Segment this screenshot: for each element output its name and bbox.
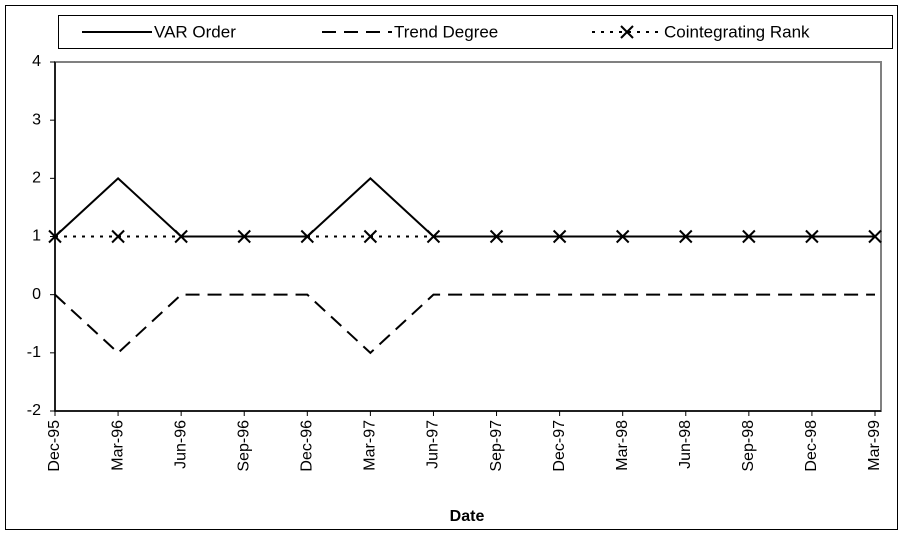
series-line [54, 293, 875, 355]
x-tick-label: Dec-96 [299, 420, 316, 472]
x-tick-label: Sep-96 [235, 420, 252, 472]
y-tick-label: 0 [32, 286, 41, 303]
point-marker [679, 229, 693, 244]
x-tick-label: Mar-96 [109, 420, 126, 471]
point-marker [174, 229, 188, 244]
x-tick-label: Dec-98 [803, 420, 820, 472]
y-tick-label: 2 [32, 170, 41, 187]
point-marker [552, 229, 567, 244]
point-marker [742, 229, 756, 244]
legend-label: Cointegrating Rank [664, 22, 810, 41]
x-tick-label: Jun-98 [677, 420, 694, 469]
point-marker [363, 229, 378, 244]
point-marker [489, 229, 504, 244]
legend-marker [620, 25, 634, 39]
y-tick-label: -2 [27, 402, 41, 419]
x-tick-label: Jun-96 [172, 420, 189, 469]
point-marker [111, 229, 125, 244]
point-marker [426, 229, 441, 244]
x-tick-label: Dec-97 [551, 420, 568, 472]
y-tick-label: 4 [32, 53, 41, 70]
x-tick-label: Mar-99 [866, 420, 883, 471]
point-marker [868, 229, 882, 244]
x-tick-label: Sep-97 [488, 420, 505, 472]
chart-border [5, 5, 898, 530]
x-axis-title: Date [450, 508, 485, 525]
point-marker [237, 229, 251, 244]
y-tick-label: -1 [27, 344, 41, 361]
legend: VAR Order Trend Degree Cointegrating Rank [58, 15, 893, 49]
x-tick-label: Jun-97 [425, 420, 442, 469]
point-marker [615, 229, 630, 244]
legend-label: Trend Degree [394, 22, 498, 41]
x-tick-label: Mar-97 [362, 420, 379, 471]
point-marker [300, 229, 315, 244]
point-marker [805, 229, 819, 244]
y-tick-label: 1 [32, 228, 41, 245]
legend-label: VAR Order [154, 22, 236, 41]
x-tick-label: Dec-95 [46, 420, 63, 472]
y-tick-label: 3 [32, 111, 41, 128]
point-marker [48, 229, 62, 244]
x-tick-label: Mar-98 [614, 420, 631, 471]
legend-box [58, 15, 893, 49]
x-tick-label: Sep-98 [740, 420, 757, 472]
